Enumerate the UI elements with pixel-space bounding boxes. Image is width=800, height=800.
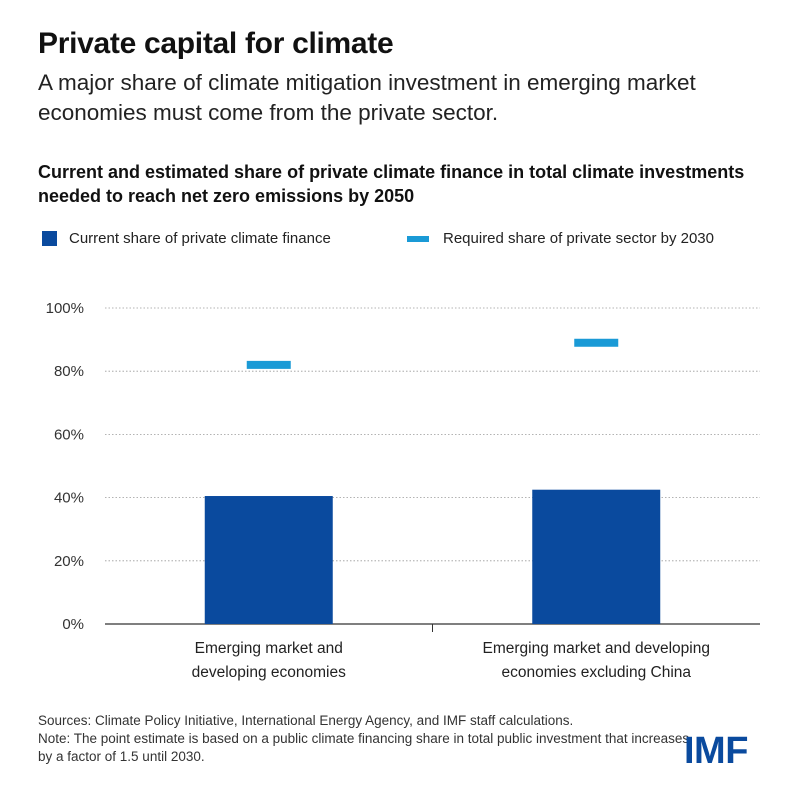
bar	[204, 496, 333, 624]
y-tick-label: 80%	[54, 363, 84, 380]
x-tick-label: economies excluding China	[501, 664, 691, 681]
note-text: Note: The point estimate is based on a p…	[38, 731, 690, 764]
required-share-marker	[574, 338, 619, 347]
imf-logo: IMF	[684, 730, 748, 772]
page-title: Private capital for climate	[38, 27, 394, 60]
chart-footnotes: Sources: Climate Policy Initiative, Inte…	[38, 712, 698, 766]
y-tick-label: 0%	[62, 616, 84, 633]
required-share-marker	[246, 360, 291, 369]
sources-text: Sources: Climate Policy Initiative, Inte…	[38, 713, 574, 728]
legend-swatch-dash	[407, 235, 429, 242]
legend-label-required-share: Required share of private sector by 2030	[443, 230, 714, 247]
page-subtitle: A major share of climate mitigation inve…	[38, 70, 696, 125]
x-tick-label: developing economies	[192, 664, 346, 681]
chart-legend: Current share of private climate finance…	[42, 230, 772, 252]
legend-swatch-bar	[42, 231, 57, 246]
legend-label-current-share: Current share of private climate finance	[69, 230, 331, 247]
bar	[532, 489, 661, 624]
x-tick-label: Emerging market and developing	[483, 640, 710, 657]
chart-title: Current and estimated share of private c…	[38, 162, 745, 206]
x-tick-label: Emerging market and	[195, 640, 343, 657]
y-tick-label: 20%	[54, 553, 84, 570]
legend-item-required-share: Required share of private sector by 2030	[407, 230, 714, 247]
legend-item-current-share: Current share of private climate finance	[42, 230, 331, 247]
y-tick-label: 100%	[46, 300, 84, 317]
bar-chart: 0% 20% 40% 60% 80% 100% Emerging market and dev…	[46, 300, 760, 681]
y-tick-label: 60%	[54, 426, 84, 443]
y-tick-label: 40%	[54, 490, 84, 507]
